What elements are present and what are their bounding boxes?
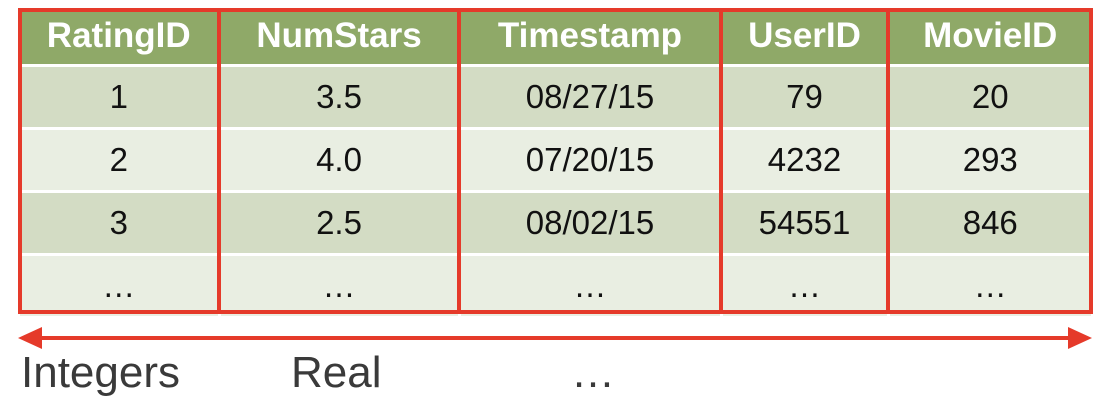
cell-timestamp: 07/20/15	[459, 128, 723, 193]
table-header-row: RatingID NumStars Timestamp UserID Movie…	[20, 8, 1091, 67]
table-row: … … … … …	[20, 254, 1091, 316]
cell-movie-id: …	[888, 254, 1091, 316]
cell-rating-id: 3	[20, 191, 221, 256]
header-user-id: UserID	[721, 8, 890, 67]
ratings-table-container: RatingID NumStars Timestamp UserID Movie…	[20, 8, 1091, 316]
cell-timestamp: 08/27/15	[459, 65, 723, 130]
cell-movie-id: 20	[888, 65, 1091, 130]
ratings-table: RatingID NumStars Timestamp UserID Movie…	[20, 8, 1091, 316]
double-arrow-icon	[18, 327, 1092, 349]
label-more: …	[571, 348, 615, 397]
cell-rating-id: 1	[20, 65, 221, 130]
cell-movie-id: 846	[888, 191, 1091, 256]
cell-timestamp: …	[459, 254, 723, 316]
table-row: 3 2.5 08/02/15 54551 846	[20, 191, 1091, 256]
cell-num-stars: 2.5	[219, 191, 461, 256]
cell-user-id: 4232	[721, 128, 890, 193]
header-timestamp: Timestamp	[459, 8, 723, 67]
cell-timestamp: 08/02/15	[459, 191, 723, 256]
cell-num-stars: 4.0	[219, 128, 461, 193]
table-row: 1 3.5 08/27/15 79 20	[20, 65, 1091, 130]
cell-user-id: …	[721, 254, 890, 316]
table-row: 2 4.0 07/20/15 4232 293	[20, 128, 1091, 193]
cell-num-stars: …	[219, 254, 461, 316]
label-real: Real	[291, 348, 382, 397]
header-num-stars: NumStars	[219, 8, 461, 67]
cell-user-id: 54551	[721, 191, 890, 256]
cell-user-id: 79	[721, 65, 890, 130]
header-movie-id: MovieID	[888, 8, 1091, 67]
cell-num-stars: 3.5	[219, 65, 461, 130]
cell-rating-id: …	[20, 254, 221, 316]
label-integers: Integers	[21, 348, 180, 397]
cell-movie-id: 293	[888, 128, 1091, 193]
header-rating-id: RatingID	[20, 8, 221, 67]
cell-rating-id: 2	[20, 128, 221, 193]
